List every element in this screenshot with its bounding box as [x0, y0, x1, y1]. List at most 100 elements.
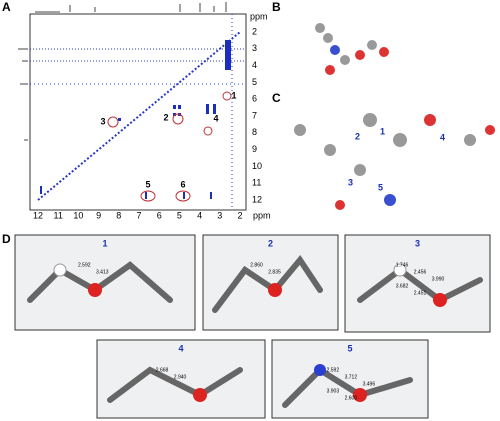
diagonal — [37, 31, 241, 201]
x-tick-label: 9 — [96, 210, 101, 220]
peak — [225, 40, 231, 70]
peak-label: 5 — [145, 179, 150, 189]
circle — [140, 190, 156, 202]
distance-label: 2.940 — [174, 374, 187, 380]
y-tick-label: 11 — [252, 178, 261, 188]
region-label: 4 — [440, 132, 445, 142]
stick — [282, 366, 413, 408]
atom — [384, 194, 396, 206]
atom — [340, 55, 350, 65]
stick — [357, 266, 483, 304]
distance-label: 3.413 — [96, 269, 109, 275]
frame — [271, 339, 429, 419]
distance-label: 2.592 — [327, 367, 340, 373]
distance-label: 3.712 — [345, 374, 358, 380]
peak — [210, 192, 212, 199]
distance-label: 2.451 — [414, 290, 427, 296]
molecule-b — [315, 23, 389, 75]
circle — [107, 116, 119, 128]
atom — [330, 45, 340, 55]
distance-label: 3.682 — [396, 283, 409, 289]
plot-frame — [29, 13, 247, 211]
peak — [173, 105, 176, 109]
subpanel-label: 2 — [268, 238, 273, 248]
peak — [213, 104, 216, 114]
atom — [363, 113, 377, 127]
circle — [172, 113, 184, 125]
distance-label: 2.592 — [78, 262, 91, 268]
atom — [367, 40, 377, 50]
peak-label: 6 — [180, 179, 185, 189]
distance-label: 2.860 — [250, 262, 263, 268]
x-tick-label: 7 — [136, 210, 141, 220]
x-tick-label: 4 — [197, 210, 202, 220]
atom — [393, 133, 407, 147]
panel-label: B — [272, 0, 281, 14]
peak — [206, 104, 209, 114]
region-label: 3 — [348, 177, 353, 187]
peak — [183, 192, 185, 199]
distance-label: 2.600 — [345, 395, 358, 401]
subpanel-label: 3 — [415, 238, 420, 248]
distance-label: 2.835 — [268, 269, 281, 275]
distance-label: 2.668 — [156, 367, 169, 373]
x-tick-label: 6 — [157, 210, 162, 220]
atom — [325, 65, 335, 75]
x-tick-label: 5 — [177, 210, 182, 220]
subpanel-label: 5 — [347, 343, 352, 353]
peak — [145, 192, 147, 199]
atom — [379, 47, 389, 57]
atom — [314, 364, 326, 376]
subpanel-frames — [14, 234, 491, 419]
atom — [294, 124, 306, 136]
peak — [178, 105, 181, 109]
molecules-c — [294, 113, 495, 210]
atom — [353, 388, 367, 402]
circle — [175, 190, 191, 202]
y-tick-label: 8 — [252, 127, 257, 137]
x-tick-label: 3 — [217, 210, 222, 220]
subpanel-label: 4 — [178, 343, 183, 353]
y-tick-label: 5 — [252, 77, 257, 87]
atom — [315, 23, 325, 33]
atom — [464, 134, 476, 146]
y-tick-label: 12 — [252, 194, 262, 204]
atom — [485, 125, 495, 135]
y-unit: ppm — [250, 11, 268, 21]
y-tick-label: 10 — [252, 161, 262, 171]
panel-label: A — [2, 0, 11, 14]
x-tick-label: 11 — [54, 210, 63, 220]
atom — [268, 283, 282, 297]
y-tick-label: 2 — [252, 26, 257, 36]
peak-circles — [107, 91, 232, 202]
x-tick-label: 2 — [237, 210, 242, 220]
panel-label: D — [2, 232, 11, 246]
atom — [324, 144, 336, 156]
peak-label: 2 — [163, 112, 168, 122]
distance-label: 3.990 — [432, 276, 445, 282]
peak-label: 3 — [100, 116, 105, 126]
atoms-d — [53, 263, 447, 402]
peak-label: 4 — [213, 113, 218, 123]
atom — [354, 164, 366, 176]
peak — [40, 186, 42, 194]
y-tick-label: 6 — [252, 94, 257, 104]
region-label: 5 — [378, 182, 383, 192]
atom — [355, 50, 365, 60]
distance-label: 1.746 — [396, 262, 409, 268]
peak — [173, 113, 176, 116]
x-tick-label: 8 — [116, 210, 121, 220]
subpanel-label: 1 — [102, 238, 107, 248]
atom — [393, 263, 407, 277]
peak-label: 1 — [231, 90, 236, 100]
panel-label: C — [272, 91, 281, 105]
atom — [424, 114, 436, 126]
distance-label: 2.456 — [414, 269, 427, 275]
atom — [53, 263, 67, 277]
y-tick-label: 3 — [252, 43, 257, 53]
atom — [193, 388, 207, 402]
circle — [222, 91, 232, 101]
atom — [433, 293, 447, 307]
y-tick-label: 9 — [252, 144, 257, 154]
